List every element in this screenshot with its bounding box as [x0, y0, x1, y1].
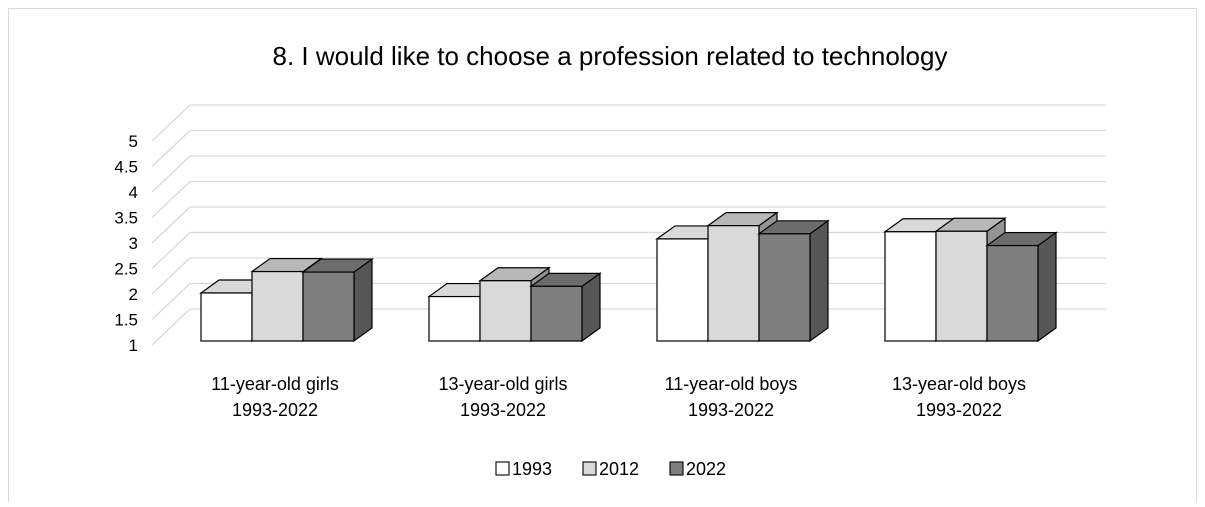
y-tick-label: 2.5: [114, 260, 138, 279]
bar-side: [1037, 231, 1057, 343]
chart-title: 8. I would like to choose a profession r…: [273, 41, 948, 71]
bar: [529, 272, 602, 343]
bar-front: [986, 244, 1039, 342]
legend-label: 1993: [512, 459, 552, 479]
gridline-depth: [151, 104, 191, 142]
bar-front: [530, 285, 583, 342]
gridline-depth: [151, 130, 191, 167]
legend-swatch: [669, 461, 684, 476]
bar-side: [353, 257, 373, 343]
y-tick-label: 2: [129, 285, 138, 304]
legend-label: 2012: [599, 459, 639, 479]
legend: 1993 2012 2022: [495, 459, 726, 479]
legend-swatch: [495, 461, 510, 476]
bar-front: [479, 280, 532, 342]
x-category-label: 1993-2022: [688, 400, 774, 420]
x-category-label: 11-year-old girls: [211, 374, 339, 394]
bar-front: [884, 231, 937, 342]
legend-item: 2012: [582, 459, 639, 479]
bar-front: [428, 295, 481, 342]
x-axis-category-labels: 11-year-old girls 1993-2022 13-year-old gi…: [211, 374, 1026, 420]
y-tick-label: 3.5: [114, 209, 138, 228]
gridline-depth: [151, 308, 191, 346]
bars-layer: [199, 211, 1058, 343]
bar-front: [251, 270, 304, 342]
bar: [985, 231, 1058, 343]
gridline-depth: [151, 257, 191, 295]
y-tick-label: 5: [129, 132, 138, 151]
x-category-label: 1993-2022: [460, 400, 546, 420]
gridline-depth: [151, 155, 191, 193]
x-category-label: 11-year-old boys: [665, 374, 798, 394]
y-axis-tick-labels: 1 1.5 2 2.5 3 3.5 4 4.5 5: [114, 132, 138, 355]
gridline-depth: [151, 206, 191, 244]
y-tick-label: 4.5: [114, 158, 138, 177]
bar-front: [935, 230, 988, 342]
x-category-label: 1993-2022: [916, 400, 1002, 420]
bar-front: [302, 271, 355, 342]
bar-front: [200, 292, 253, 342]
bar-side: [809, 219, 829, 343]
legend-label: 2022: [686, 459, 726, 479]
bar: [301, 257, 374, 343]
y-tick-label: 3: [129, 234, 138, 253]
x-category-label: 13-year-old girls: [438, 374, 567, 394]
y-tick-label: 1: [129, 336, 138, 355]
gridline-depth: [151, 232, 191, 269]
bar-front: [707, 225, 760, 342]
y-tick-label: 1.5: [114, 311, 138, 330]
gridline-depth: [151, 181, 191, 218]
y-tick-label: 4: [129, 183, 138, 202]
bar: [757, 219, 830, 343]
legend-swatch: [582, 461, 597, 476]
gridline-depth: [151, 283, 191, 320]
x-category-label: 13-year-old boys: [892, 374, 1026, 394]
legend-item: 1993: [495, 459, 552, 479]
legend-item: 2022: [669, 459, 726, 479]
bar-front: [656, 238, 709, 342]
x-category-label: 1993-2022: [232, 400, 318, 420]
bar-front: [758, 233, 811, 342]
